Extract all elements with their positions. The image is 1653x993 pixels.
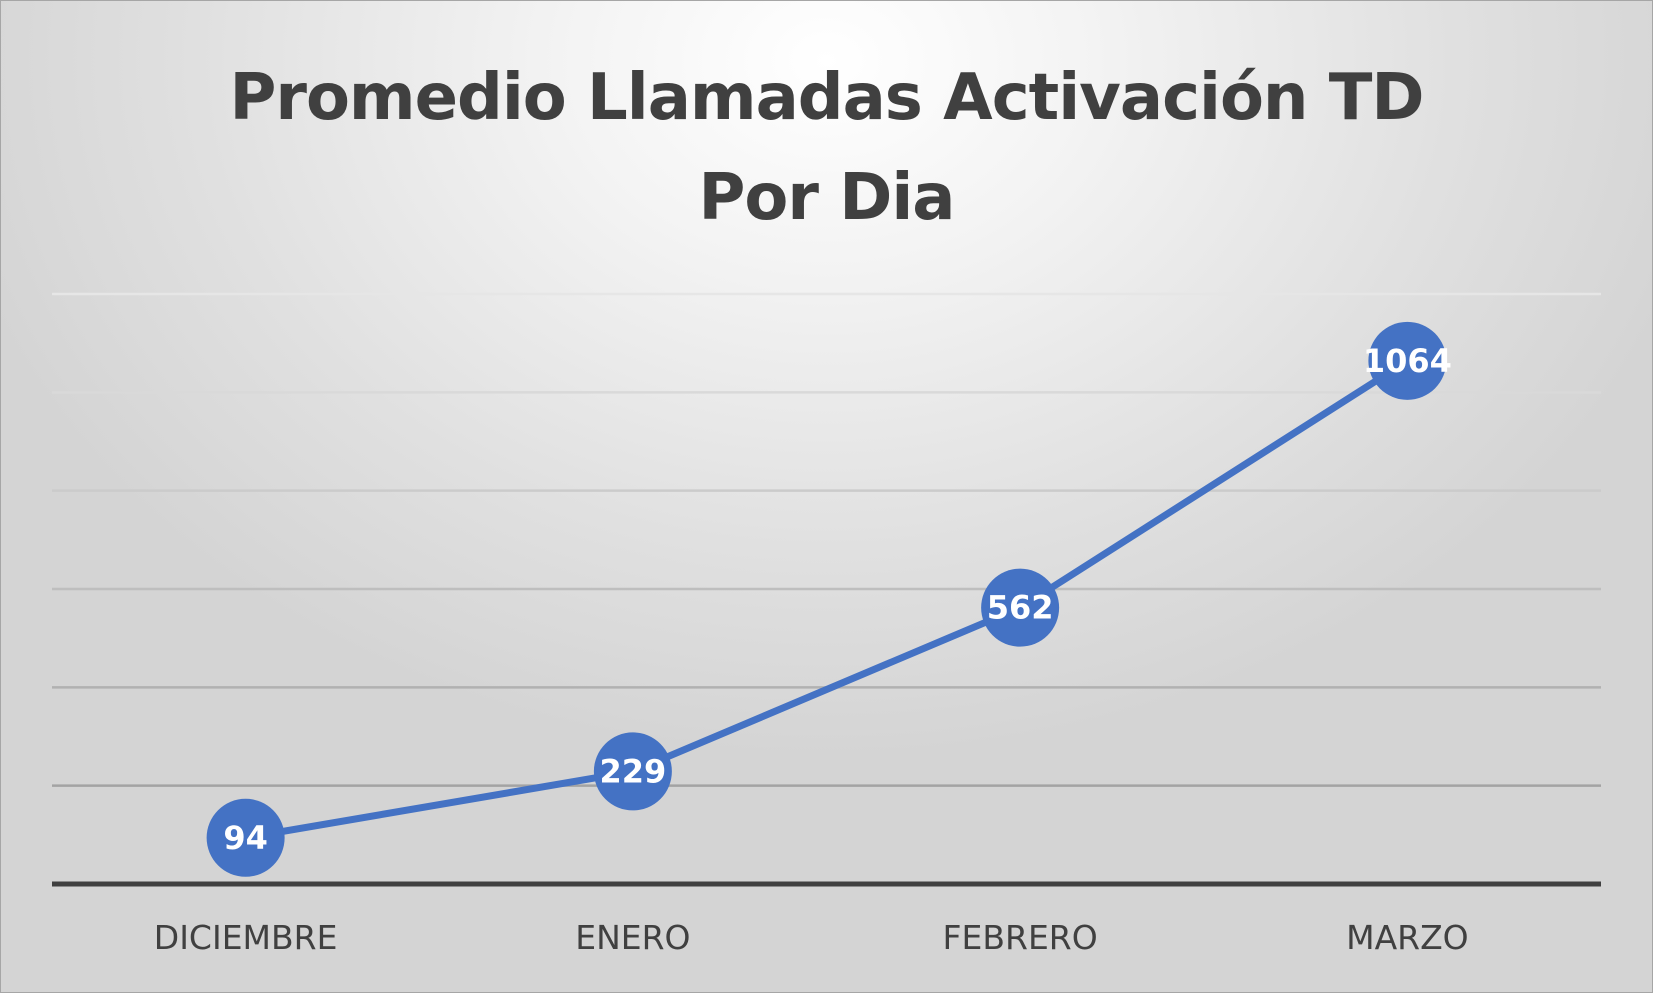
data-label: 94: [223, 819, 268, 857]
x-tick-label: FEBRERO: [943, 918, 1098, 957]
data-label: 562: [987, 589, 1054, 627]
category-labels: DICIEMBRE ENERO FEBRERO MARZO: [154, 918, 1469, 957]
x-tick-label: ENERO: [575, 918, 690, 957]
data-label: 229: [599, 752, 666, 790]
series: 94 229 562 1064: [207, 322, 1452, 877]
data-label: 1064: [1363, 342, 1452, 380]
x-tick-label: DICIEMBRE: [154, 918, 338, 957]
x-tick-label: MARZO: [1346, 918, 1469, 957]
series-line: [246, 361, 1408, 838]
